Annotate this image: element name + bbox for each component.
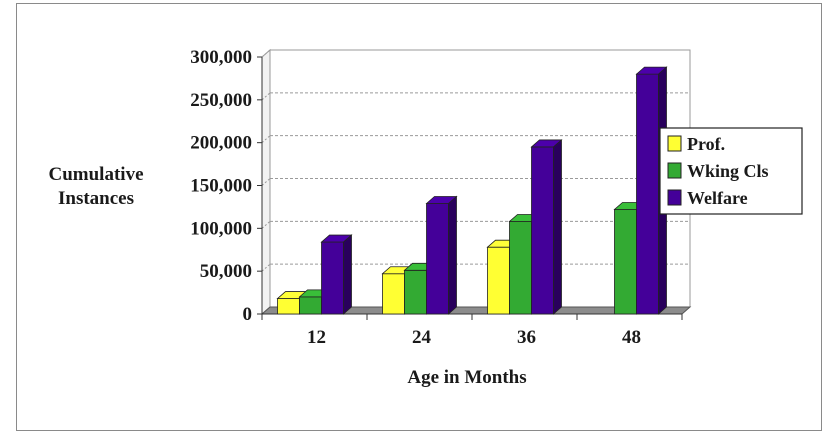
- legend-box: [659, 127, 803, 215]
- bar-welfare-24: [425, 195, 458, 315]
- y-tick-label: 250,000: [190, 90, 252, 111]
- y-tick-label: 50,000: [200, 261, 252, 282]
- legend-swatch: [667, 135, 682, 152]
- y-axis-title-line-2: Instances: [58, 188, 134, 209]
- bar-front: [614, 209, 637, 315]
- bar-side: [553, 139, 562, 315]
- legend-label: Prof.: [687, 134, 725, 154]
- y-tick-label: 0: [243, 304, 253, 325]
- bar-front: [509, 221, 532, 315]
- bar-front: [382, 273, 405, 315]
- x-tick-label: 12: [307, 327, 326, 348]
- bar-side: [448, 195, 457, 315]
- legend: Prof. Wking Cls Welfare: [659, 127, 803, 215]
- gridline-side: [261, 92, 271, 101]
- bar-front: [426, 203, 449, 315]
- gridline-side: [261, 178, 271, 186]
- bar-front: [636, 73, 659, 315]
- y-tick-label: 100,000: [190, 218, 252, 239]
- bar-side: [343, 234, 352, 315]
- x-tick-label: 48: [622, 327, 641, 348]
- y-tick-label: 150,000: [190, 176, 252, 197]
- legend-swatch: [667, 189, 682, 206]
- gridline-side: [261, 135, 271, 144]
- bar-welfare-36: [530, 139, 563, 315]
- x-tick-label: 24: [412, 327, 432, 348]
- x-tick-label: 36: [517, 327, 536, 348]
- bar-front: [299, 296, 322, 315]
- bar-front: [277, 298, 300, 315]
- y-tick-label: 300,000: [190, 47, 252, 68]
- bar-welfare-12: [320, 234, 353, 315]
- gridline-side: [261, 263, 271, 272]
- x-axis-title: Age in Months: [407, 367, 526, 388]
- gridline-side: [261, 220, 271, 229]
- legend-label: Wking Cls: [687, 161, 769, 181]
- bar-front: [487, 246, 510, 315]
- bar-front: [531, 146, 554, 315]
- legend-label: Welfare: [687, 188, 748, 208]
- bar-front: [404, 269, 427, 315]
- bar-front: [321, 241, 344, 315]
- legend-swatch: [667, 162, 682, 179]
- y-axis-title-line-1: Cumulative: [49, 164, 144, 185]
- y-tick-label: 200,000: [190, 133, 252, 154]
- gridline-side: [261, 49, 271, 58]
